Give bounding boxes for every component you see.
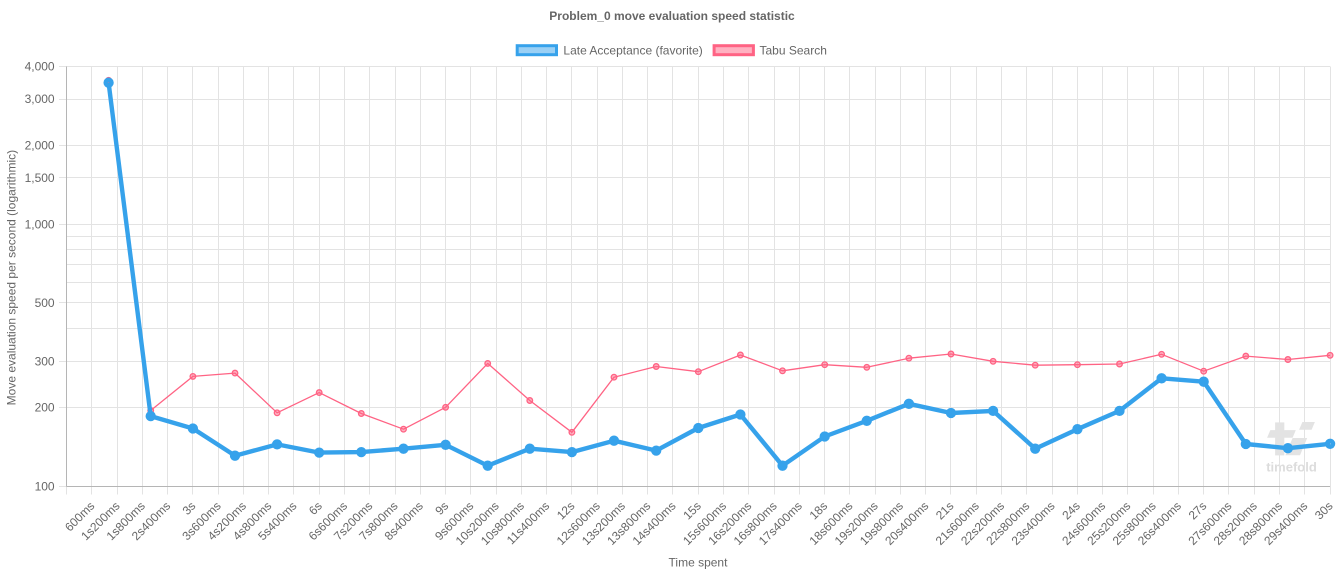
svg-text:200: 200 [35, 401, 55, 415]
svg-text:timefold: timefold [1266, 460, 1317, 475]
svg-text:Tabu Search: Tabu Search [760, 43, 827, 57]
svg-text:4,000: 4,000 [25, 60, 55, 74]
svg-text:Move evaluation speed per seco: Move evaluation speed per second (logari… [5, 150, 19, 405]
svg-text:1,500: 1,500 [25, 171, 55, 185]
svg-text:1,000: 1,000 [25, 217, 55, 231]
svg-text:Problem_0 move evaluation spee: Problem_0 move evaluation speed statisti… [549, 9, 795, 23]
svg-text:100: 100 [35, 479, 55, 493]
svg-text:2,000: 2,000 [25, 138, 55, 152]
svg-text:3,000: 3,000 [25, 92, 55, 106]
svg-text:Time spent: Time spent [669, 555, 729, 569]
svg-text:Late Acceptance (favorite): Late Acceptance (favorite) [563, 43, 702, 57]
svg-text:500: 500 [35, 296, 55, 310]
svg-text:300: 300 [35, 354, 55, 368]
